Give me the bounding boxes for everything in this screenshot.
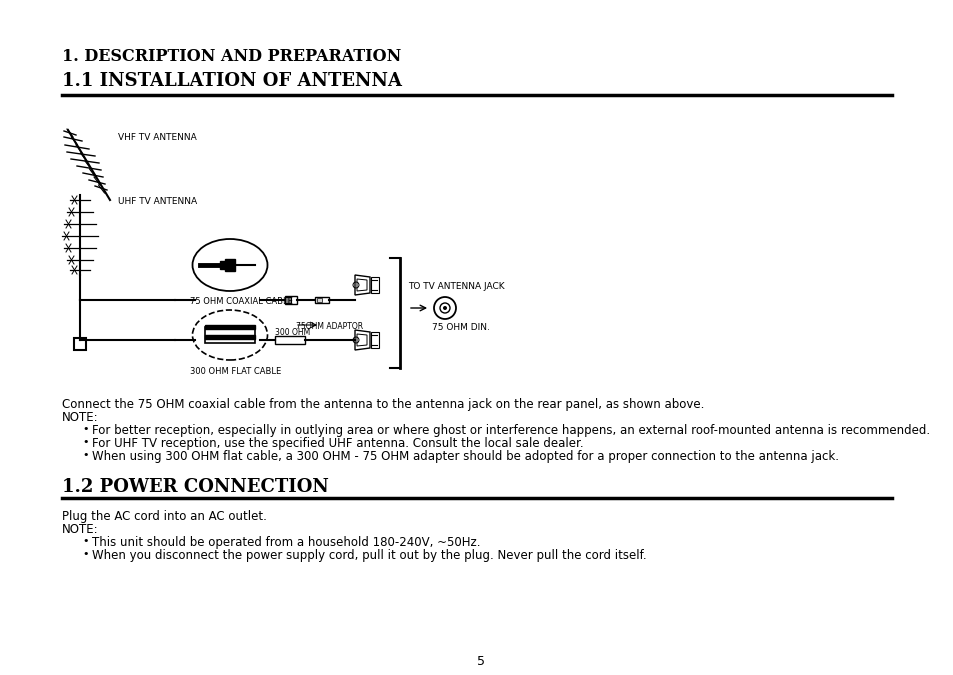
Text: For UHF TV reception, use the specified UHF antenna. Consult the local sale deal: For UHF TV reception, use the specified … (91, 437, 583, 450)
Bar (74, 338, 86, 350)
Text: NOTE:: NOTE: (62, 411, 98, 424)
Text: TO TV ANTENNA JACK: TO TV ANTENNA JACK (408, 282, 504, 291)
Bar (274, 336, 305, 344)
Text: 5: 5 (476, 655, 484, 668)
Text: 1. DESCRIPTION AND PREPARATION: 1. DESCRIPTION AND PREPARATION (62, 48, 401, 65)
Bar (205, 327, 254, 343)
Text: For better reception, especially in outlying area or where ghost or interference: For better reception, especially in outl… (91, 424, 929, 437)
Bar (316, 298, 322, 302)
Text: 1.1 INSTALLATION OF ANTENNA: 1.1 INSTALLATION OF ANTENNA (62, 72, 401, 90)
Text: This unit should be operated from a household 180-240V, ~50Hz.: This unit should be operated from a hous… (91, 536, 480, 549)
Text: •: • (82, 437, 89, 447)
Bar (205, 335, 254, 339)
Bar (371, 332, 378, 348)
Text: •: • (82, 549, 89, 559)
Bar (371, 277, 378, 293)
Text: 300 OHM: 300 OHM (274, 328, 310, 337)
Circle shape (442, 306, 447, 310)
Text: 300 OHM FLAT CABLE: 300 OHM FLAT CABLE (190, 367, 281, 376)
Bar (285, 297, 291, 303)
Text: Connect the 75 OHM coaxial cable from the antenna to the antenna jack on the rea: Connect the 75 OHM coaxial cable from th… (62, 398, 703, 411)
Text: When using 300 OHM flat cable, a 300 OHM - 75 OHM adapter should be adopted for : When using 300 OHM flat cable, a 300 OHM… (91, 450, 838, 463)
Text: •: • (82, 450, 89, 460)
Text: 1.2 POWER CONNECTION: 1.2 POWER CONNECTION (62, 478, 329, 496)
Bar (285, 296, 296, 304)
Bar (225, 259, 234, 271)
Bar (314, 297, 329, 303)
Bar (220, 261, 233, 269)
Text: 75OHM ADAPTOR: 75OHM ADAPTOR (295, 322, 363, 331)
Text: •: • (82, 536, 89, 546)
Text: 75 OHM DIN.: 75 OHM DIN. (432, 323, 489, 332)
Text: VHF TV ANTENNA: VHF TV ANTENNA (118, 133, 196, 142)
Bar (205, 325, 254, 329)
Text: NOTE:: NOTE: (62, 523, 98, 536)
Text: Plug the AC cord into an AC outlet.: Plug the AC cord into an AC outlet. (62, 510, 267, 523)
Text: •: • (82, 424, 89, 434)
Text: 75 OHM COAXIAL CABLE: 75 OHM COAXIAL CABLE (190, 297, 293, 306)
Text: When you disconnect the power supply cord, pull it out by the plug. Never pull t: When you disconnect the power supply cor… (91, 549, 646, 562)
Text: UHF TV ANTENNA: UHF TV ANTENNA (118, 197, 197, 206)
